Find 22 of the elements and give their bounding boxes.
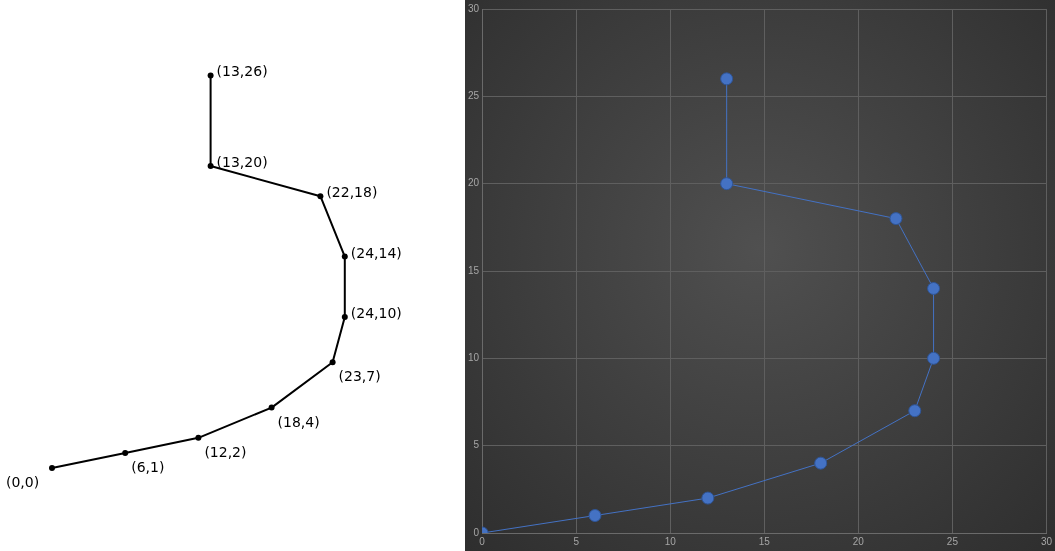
y-tick-label: 30	[468, 2, 480, 14]
x-tick-label: 30	[1040, 535, 1053, 547]
x-tick-label: 25	[946, 535, 959, 547]
point	[720, 177, 734, 191]
point	[927, 351, 941, 365]
point	[814, 456, 828, 470]
y-tick-label: 10	[468, 352, 480, 364]
point	[889, 212, 903, 226]
point	[720, 72, 734, 86]
point	[927, 281, 941, 295]
y-tick-label: 0	[473, 526, 480, 538]
y-tick-label: 15	[468, 264, 480, 276]
point	[588, 509, 602, 523]
point	[908, 404, 922, 418]
y-tick-label: 5	[473, 439, 480, 451]
x-tick-label: 10	[664, 535, 677, 547]
y-tick-label: 20	[468, 177, 480, 189]
x-tick-label: 5	[573, 535, 580, 547]
x-tick-label: 15	[758, 535, 771, 547]
y-tick-label: 25	[468, 90, 480, 102]
x-tick-label: 20	[852, 535, 865, 547]
point	[701, 491, 715, 505]
